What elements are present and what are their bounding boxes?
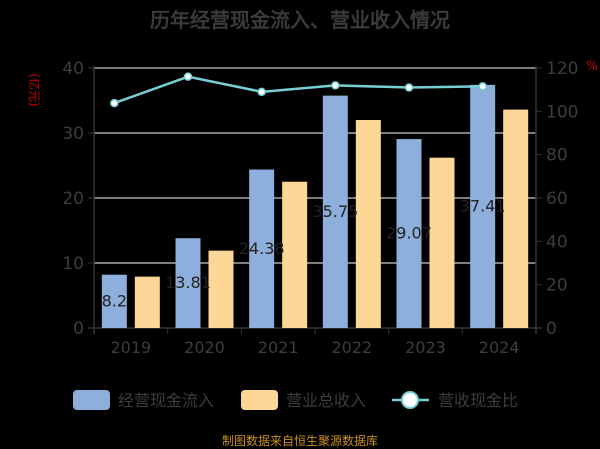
bar-cash-inflow xyxy=(175,238,201,328)
bar-value-label: 8.2 xyxy=(102,291,127,310)
legend-marker-ratio xyxy=(401,391,419,409)
ratio-line xyxy=(113,75,483,105)
bar-revenue xyxy=(208,250,234,328)
bar-value-label: 35.75 xyxy=(312,202,358,221)
x-tick-label: 2022 xyxy=(331,338,372,357)
legend-label-ratio: 营收现金比 xyxy=(438,391,518,410)
left-tick-label: 10 xyxy=(62,254,84,274)
x-tick-label: 2019 xyxy=(110,338,151,357)
chart-title: 历年经营现金流入、营业收入情况 xyxy=(150,8,450,32)
legend-swatch-revenue xyxy=(241,390,278,410)
ratio-point xyxy=(404,83,414,92)
ratio-point xyxy=(183,72,193,81)
right-tick-label: 80 xyxy=(546,146,568,166)
bar-value-label: 29.07 xyxy=(386,224,432,243)
right-tick-label: 100 xyxy=(546,102,578,122)
bar-cash-inflow xyxy=(249,169,275,328)
ratio-point xyxy=(478,82,487,91)
right-tick-label: 20 xyxy=(546,276,568,296)
bar-value-label: 13.81 xyxy=(165,273,211,292)
bar-revenue xyxy=(429,157,455,328)
bar-cash-inflow xyxy=(101,274,127,328)
bar-revenue xyxy=(355,120,381,328)
x-tick-label: 2020 xyxy=(184,338,225,357)
left-tick-label: 30 xyxy=(62,124,84,144)
legend-swatch-cash-inflow xyxy=(73,390,110,410)
source-footer: 制图数据来自恒生聚源数据库 xyxy=(221,434,378,448)
right-axis-unit: % xyxy=(586,59,597,73)
bar-value-label: 37.41 xyxy=(460,196,506,215)
x-tick-label: 2021 xyxy=(258,338,299,357)
right-tick-label: 0 xyxy=(546,319,557,339)
legend-label-revenue: 营业总收入 xyxy=(286,391,366,410)
left-tick-label: 0 xyxy=(73,319,84,339)
right-tick-label: 40 xyxy=(546,232,568,252)
bar-revenue xyxy=(282,181,308,328)
x-tick-label: 2024 xyxy=(479,338,520,357)
right-tick-label: 60 xyxy=(546,189,568,209)
ratio-point xyxy=(110,98,119,108)
x-tick-label: 2023 xyxy=(405,338,446,357)
right-tick-label: 120 xyxy=(546,59,578,79)
left-tick-label: 20 xyxy=(62,189,84,209)
bar-cash-inflow xyxy=(322,95,348,328)
left-tick-label: 40 xyxy=(62,59,84,79)
bar-cash-inflow xyxy=(396,139,422,328)
legend-label-cash-inflow: 经营现金流入 xyxy=(118,391,214,410)
ratio-point xyxy=(257,87,266,97)
ratio-point xyxy=(331,81,340,90)
left-axis-unit: (亿元) xyxy=(27,73,42,106)
bar-revenue xyxy=(134,276,160,328)
bar-revenue xyxy=(503,109,529,328)
bar-cash-inflow xyxy=(470,84,496,329)
bar-value-label: 24.38 xyxy=(239,239,285,258)
